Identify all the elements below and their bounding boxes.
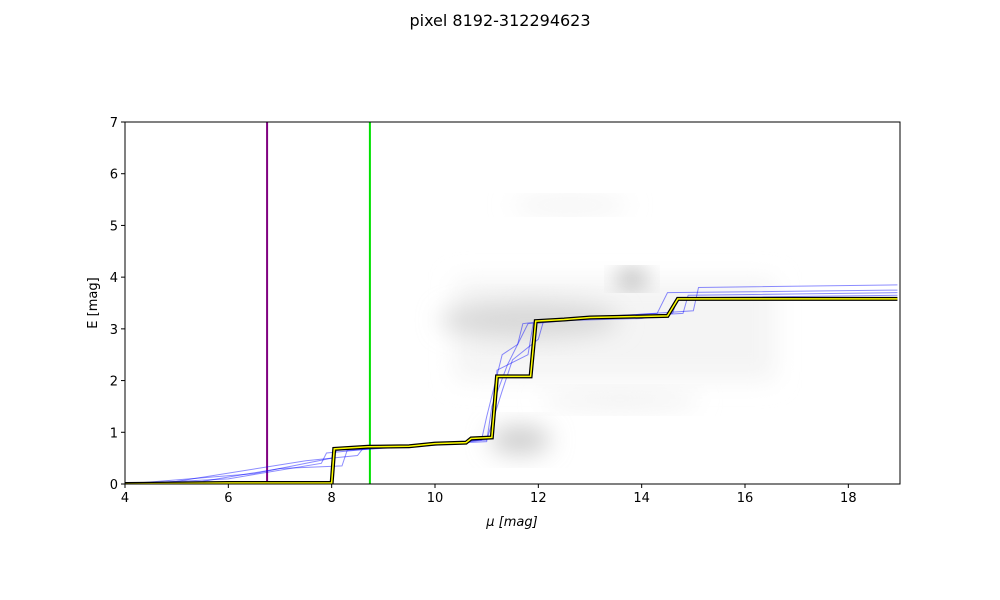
y-tick-label: 7 xyxy=(110,116,118,131)
density-blob xyxy=(440,302,620,338)
x-tick-label: 4 xyxy=(121,491,129,506)
density-blob xyxy=(540,392,700,408)
y-tick-label: 4 xyxy=(110,271,118,286)
x-tick-label: 18 xyxy=(840,491,857,506)
density xyxy=(440,199,775,454)
best-fit-line xyxy=(125,298,898,484)
y-tick-label: 3 xyxy=(110,323,118,338)
y-tick-label: 0 xyxy=(110,478,118,493)
x-tick-label: 12 xyxy=(530,491,547,506)
y-tick-label: 1 xyxy=(110,426,118,441)
x-axis-label: μ [mag] xyxy=(485,515,537,530)
plot-frame xyxy=(124,121,901,485)
y-tick-label: 6 xyxy=(110,168,118,183)
y-tick-label: 5 xyxy=(110,219,118,234)
y-tick-label: 2 xyxy=(110,375,118,390)
x-tick-label: 14 xyxy=(633,491,650,506)
density-blob xyxy=(490,426,550,454)
chart-title: pixel 8192-312294623 xyxy=(409,11,590,30)
y-axis-label: E [mag] xyxy=(86,277,101,328)
x-tick-label: 6 xyxy=(224,491,232,506)
plot-area xyxy=(125,122,898,484)
density-blob xyxy=(510,199,630,211)
density-blob xyxy=(618,272,646,286)
x-tick-label: 10 xyxy=(427,491,444,506)
x-tick-label: 8 xyxy=(328,491,336,506)
x-tick-label: 16 xyxy=(737,491,754,506)
